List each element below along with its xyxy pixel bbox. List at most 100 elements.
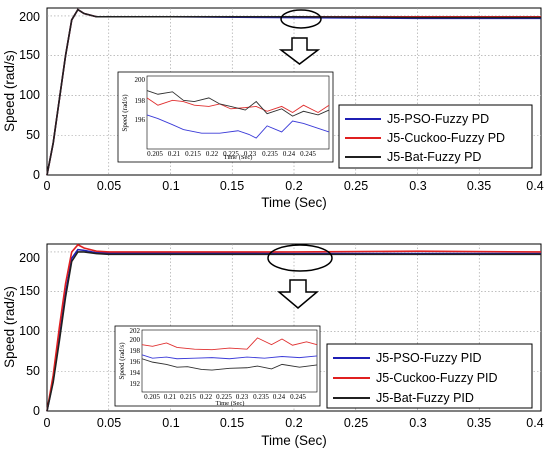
bottom-inset-ytick-label: 200 <box>130 336 141 344</box>
bottom-inset-series-line-0 <box>141 354 318 360</box>
bottom-xtick-label: 0.05 <box>97 416 121 430</box>
top-inset-yaxis-label: Speed (rad/s) <box>121 94 129 132</box>
top-inset-ytick-label: 198 <box>135 97 146 105</box>
bottom-xtick-label: 0.4 <box>526 416 543 430</box>
top-inset-lines <box>146 90 330 139</box>
bottom-inset-series-line-2 <box>141 358 318 371</box>
top-inset-xtick-label: 0.23 <box>244 150 257 158</box>
bottom-inset-xtick-label: 0.235 <box>253 393 269 401</box>
top-xtick-label: 0.05 <box>97 179 121 193</box>
top-ytick-label: 50 <box>26 128 40 142</box>
bottom-inset-xtick-label: 0.205 <box>144 393 160 401</box>
top-inset-xtick-label: 0.235 <box>262 150 278 158</box>
bottom-inset-xtick-label: 0.215 <box>180 393 196 401</box>
top-xtick-label: 0.25 <box>344 179 368 193</box>
bottom-legend-label-cuckoo: J5-Cuckoo-Fuzzy PID <box>376 371 498 385</box>
bottom-inset-series-line-1 <box>141 337 318 351</box>
bottom-inset-ytick-label: 202 <box>130 327 141 335</box>
bottom-ytick-label: 100 <box>19 324 40 338</box>
bottom-yticks: 0 50 100 150 200 <box>19 251 40 418</box>
bottom-inset-xtick-label: 0.245 <box>290 393 306 401</box>
bottom-inset-lines <box>141 337 318 371</box>
top-legend: J5-PSO-Fuzzy PD J5-Cuckoo-Fuzzy PD J5-Ba… <box>338 104 533 169</box>
top-inset-xtick-label: 0.22 <box>206 150 219 158</box>
bottom-legend: J5-PSO-Fuzzy PID J5-Cuckoo-Fuzzy PID J5-… <box>326 343 533 409</box>
top-inset-ytick-label: 196 <box>135 116 146 124</box>
bottom-inset-yticks: 192 194 196 198 200 202 <box>130 327 141 388</box>
bottom-inset-ytick-label: 198 <box>130 347 141 355</box>
top-zoom-ellipse <box>280 9 322 29</box>
bottom-inset-ytick-label: 194 <box>130 369 141 377</box>
top-ytick-label: 0 <box>33 168 40 182</box>
bottom-yaxis-label: Speed (rad/s) <box>2 286 17 368</box>
top-legend-label-bat: J5-Bat-Fuzzy PD <box>387 150 481 164</box>
bottom-inset-xtick-label: 0.23 <box>236 393 249 401</box>
bottom-xtick-label: 0 <box>44 416 51 430</box>
bottom-zoom-ellipse <box>267 244 333 272</box>
top-inset-xaxis-label: Time (Sec) <box>224 154 253 161</box>
bottom-chart: 0 50 100 150 200 0 0.05 0.1 0.15 0.2 0.2… <box>2 243 544 448</box>
bottom-inset-xticks: 0.205 0.21 0.215 0.22 0.225 0.23 0.235 0… <box>144 393 306 401</box>
top-ytick-label: 100 <box>19 88 40 102</box>
top-chart: 0 50 100 150 200 0 0.05 0.1 0.15 0.2 0.2… <box>2 7 544 210</box>
bottom-xtick-label: 0.2 <box>285 416 302 430</box>
top-xtick-label: 0.1 <box>162 179 179 193</box>
top-xtick-label: 0.3 <box>409 179 426 193</box>
top-yticks: 0 50 100 150 200 <box>19 10 40 182</box>
top-series-line-2 <box>46 8 541 176</box>
bottom-xtick-label: 0.3 <box>409 416 426 430</box>
bottom-xticks: 0 0.05 0.1 0.15 0.2 0.25 0.3 0.35 0.4 <box>44 416 544 430</box>
bottom-ytick-label: 200 <box>19 251 40 265</box>
top-inset-xtick-label: 0.245 <box>300 150 316 158</box>
bottom-series-line-1 <box>46 243 542 412</box>
top-inset-xticks: 0.205 0.21 0.215 0.22 0.225 0.23 0.235 0… <box>147 150 316 158</box>
bottom-inset-ytick-label: 192 <box>130 380 141 388</box>
bottom-ytick-label: 0 <box>33 404 40 418</box>
bottom-xaxis-label: Time (Sec) <box>261 433 327 448</box>
top-ytick-label: 150 <box>19 48 40 62</box>
top-inset-ytick-label: 200 <box>135 76 146 84</box>
bottom-inset-xtick-label: 0.225 <box>216 393 232 401</box>
bottom-series-lines <box>46 243 542 412</box>
bottom-ytick-label: 150 <box>19 284 40 298</box>
bottom-inset-yaxis-label: Speed (rad/s) <box>118 342 126 380</box>
bottom-inset-xaxis-label: Time (Sec) <box>216 400 245 407</box>
top-xticks: 0 0.05 0.1 0.15 0.2 0.25 0.3 0.35 0.4 <box>44 179 544 193</box>
top-inset-yticks: 196 198 200 <box>135 76 146 124</box>
bottom-xtick-label: 0.1 <box>162 416 179 430</box>
top-xtick-label: 0 <box>44 179 51 193</box>
top-xtick-label: 0.2 <box>285 179 302 193</box>
bottom-inset: 192 194 196 198 200 202 0.205 0.21 0.215… <box>114 325 321 407</box>
top-xtick-label: 0.15 <box>220 179 244 193</box>
top-series-lines <box>46 8 541 176</box>
bottom-inset-xtick-label: 0.21 <box>164 393 177 401</box>
bottom-inset-xtick-label: 0.22 <box>200 393 213 401</box>
bottom-legend-label-pso: J5-PSO-Fuzzy PID <box>376 351 482 365</box>
bottom-inset-xtick-label: 0.24 <box>273 393 286 401</box>
top-inset-xtick-label: 0.225 <box>223 150 239 158</box>
bottom-zoom-arrow <box>276 279 320 309</box>
top-inset-series-line-0 <box>146 114 330 139</box>
top-inset-xtick-label: 0.205 <box>147 150 163 158</box>
top-yaxis-label: Speed (rad/s) <box>2 50 17 132</box>
top-inset-xtick-label: 0.215 <box>185 150 201 158</box>
top-xaxis-label: Time (Sec) <box>261 195 327 210</box>
bottom-xtick-label: 0.25 <box>344 416 368 430</box>
bottom-legend-label-bat: J5-Bat-Fuzzy PID <box>376 391 474 405</box>
top-legend-label-pso: J5-PSO-Fuzzy PD <box>387 112 489 126</box>
top-inset-xtick-label: 0.21 <box>168 150 181 158</box>
top-xtick-label: 0.35 <box>467 179 491 193</box>
bottom-inset-plot-area <box>141 329 318 393</box>
bottom-ytick-label: 50 <box>26 364 40 378</box>
bottom-xtick-label: 0.15 <box>220 416 244 430</box>
bottom-series-line-2 <box>46 251 541 412</box>
top-inset-series-line-2 <box>146 90 330 117</box>
top-inset: 196 198 200 0.205 0.21 0.215 0.22 0.225 … <box>117 71 334 163</box>
top-inset-plot-area <box>146 75 330 150</box>
bottom-xtick-label: 0.35 <box>467 416 491 430</box>
top-inset-xtick-label: 0.24 <box>283 150 296 158</box>
top-zoom-arrow <box>278 37 321 65</box>
bottom-inset-ytick-label: 196 <box>130 358 141 366</box>
top-ytick-label: 200 <box>19 10 40 24</box>
